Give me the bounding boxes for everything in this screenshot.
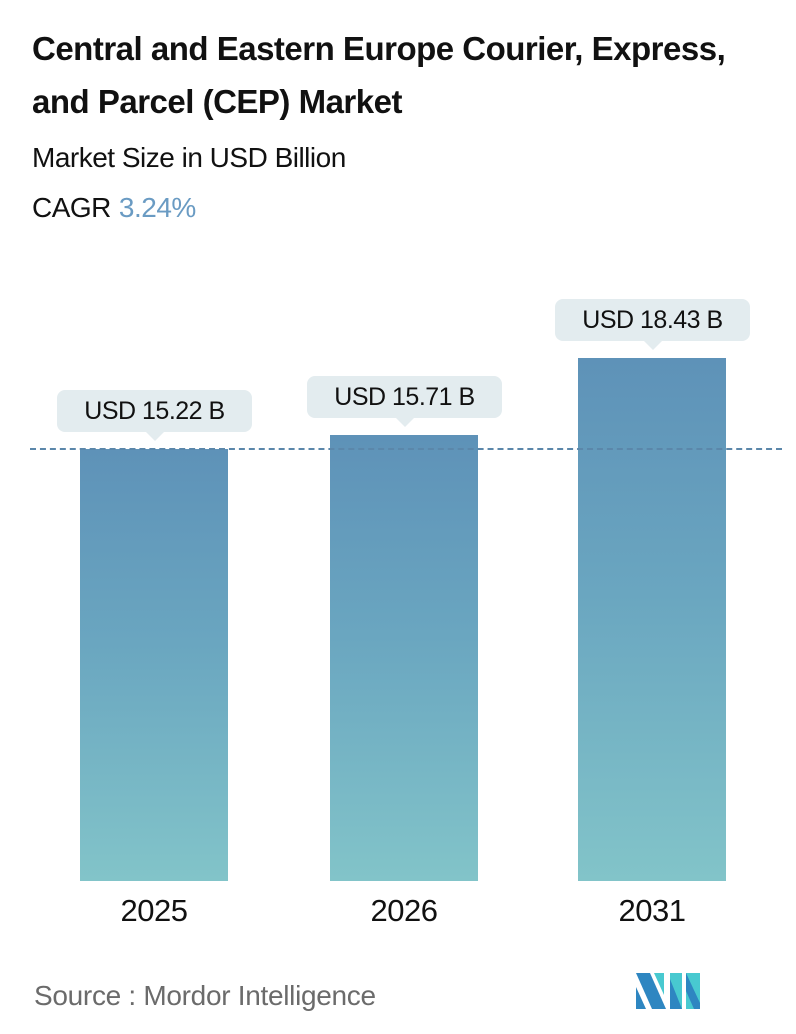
chart-subtitle: Market Size in USD Billion xyxy=(32,142,346,173)
data-label-2026: USD 15.71 B xyxy=(307,376,502,427)
bar-2026 xyxy=(330,435,478,881)
data-label-2025: USD 15.22 B xyxy=(57,390,252,441)
data-label-2031: USD 18.43 B xyxy=(555,299,750,350)
cagr-line: CAGR 3.24% xyxy=(32,190,196,226)
x-tick-2025: 2025 xyxy=(120,893,188,928)
x-tick-2031: 2031 xyxy=(618,893,686,928)
cagr-value: 3.24% xyxy=(118,192,196,223)
mordor-intelligence-logo-icon xyxy=(636,973,700,1009)
source-text: Source : Mordor Intelligence xyxy=(34,980,376,1011)
chart-title: Central and Eastern Europe Courier, Expr… xyxy=(32,30,726,120)
cagr-label: CAGR xyxy=(32,192,111,223)
x-tick-2026: 2026 xyxy=(370,893,438,928)
reference-dashed-line xyxy=(30,448,782,450)
bar-2025 xyxy=(80,449,228,881)
bar-2031 xyxy=(578,358,726,881)
